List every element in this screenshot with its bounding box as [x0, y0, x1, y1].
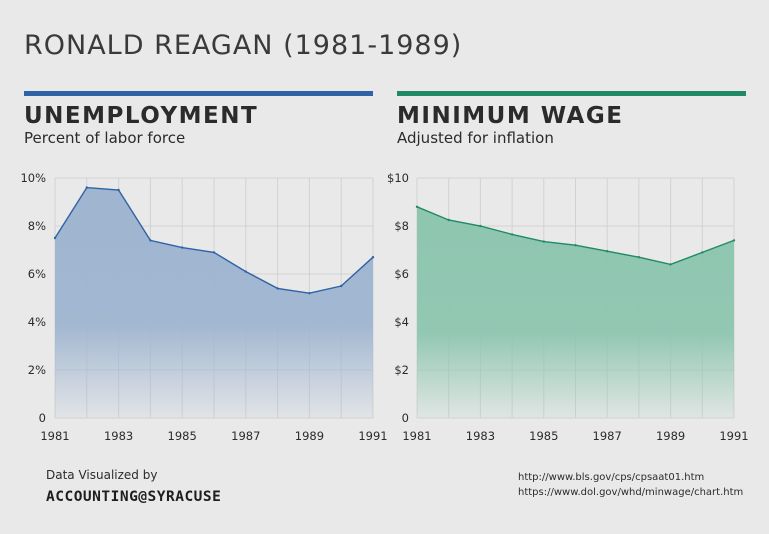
- x-tick-label: 1981: [402, 429, 431, 443]
- minimum-wage-subtitle: Adjusted for inflation: [397, 129, 554, 147]
- data-point: [574, 244, 577, 247]
- data-point: [510, 233, 514, 236]
- data-point: [732, 239, 736, 242]
- credit-brand-logo: ACCOUNTING@SYRACUSE: [46, 489, 222, 505]
- series-area: [417, 206, 734, 418]
- y-tick-label: 2%: [28, 363, 46, 377]
- data-point: [479, 224, 482, 228]
- y-tick-label: 10%: [20, 171, 46, 185]
- x-tick-label: 1985: [529, 429, 558, 443]
- data-point: [701, 251, 704, 254]
- source-link-dol[interactable]: https://www.dol.gov/whd/minwage/chart.ht…: [518, 487, 744, 498]
- y-tick-label: $2: [394, 363, 409, 377]
- unemployment-rule: [24, 91, 373, 96]
- x-tick-label: 1987: [593, 429, 622, 443]
- x-tick-label: 1991: [358, 429, 387, 443]
- x-tick-label: 1983: [466, 429, 495, 443]
- x-tick-label: 1987: [231, 429, 260, 443]
- y-tick-label: 0: [402, 411, 409, 425]
- data-point: [542, 240, 545, 243]
- data-point: [212, 251, 216, 254]
- y-tick-label: $6: [394, 267, 409, 281]
- data-point: [606, 250, 609, 253]
- y-tick-label: 8%: [28, 219, 46, 233]
- x-tick-label: 1991: [719, 429, 748, 443]
- data-point: [276, 287, 279, 290]
- unemployment-subtitle: Percent of labor force: [24, 129, 186, 147]
- y-tick-label: $4: [394, 315, 409, 329]
- data-point: [244, 270, 247, 273]
- y-tick-label: $8: [394, 219, 409, 233]
- y-tick-label: 6%: [28, 267, 46, 281]
- y-tick-label: $10: [387, 171, 409, 185]
- data-point: [340, 284, 343, 288]
- y-tick-label: 0: [39, 411, 46, 425]
- data-point: [85, 186, 89, 189]
- data-point: [53, 236, 57, 240]
- minimum-wage-chart: 0 $2 $4 $6 $8 $10 1981 1983 1985 1987 1989 1991: [387, 171, 749, 443]
- data-point: [149, 239, 152, 242]
- data-point: [308, 292, 311, 295]
- x-tick-label: 1983: [104, 429, 133, 443]
- data-point: [637, 256, 641, 259]
- minimum-wage-title: MINIMUM WAGE: [397, 103, 624, 129]
- data-point: [415, 205, 419, 208]
- data-point: [371, 256, 375, 259]
- unemployment-chart: 0 2% 4% 6% 8% 10% 1981 1983 1985 1987 1989 1991: [20, 171, 387, 443]
- data-point: [669, 263, 672, 266]
- minimum-wage-rule: [397, 91, 746, 96]
- source-link-bls[interactable]: http://www.bls.gov/cps/cpsaat01.htm: [518, 472, 705, 483]
- data-point: [117, 188, 120, 192]
- x-tick-label: 1985: [168, 429, 197, 443]
- y-tick-label: 4%: [28, 315, 46, 329]
- data-point: [181, 246, 184, 249]
- x-tick-label: 1981: [40, 429, 69, 443]
- page-title: RONALD REAGAN (1981-1989): [24, 30, 463, 61]
- credit-line: Data Visualized by: [46, 468, 158, 482]
- x-tick-label: 1989: [656, 429, 685, 443]
- x-tick-label: 1989: [295, 429, 324, 443]
- data-point: [447, 218, 450, 222]
- series-area: [55, 187, 373, 418]
- unemployment-title: UNEMPLOYMENT: [24, 103, 259, 129]
